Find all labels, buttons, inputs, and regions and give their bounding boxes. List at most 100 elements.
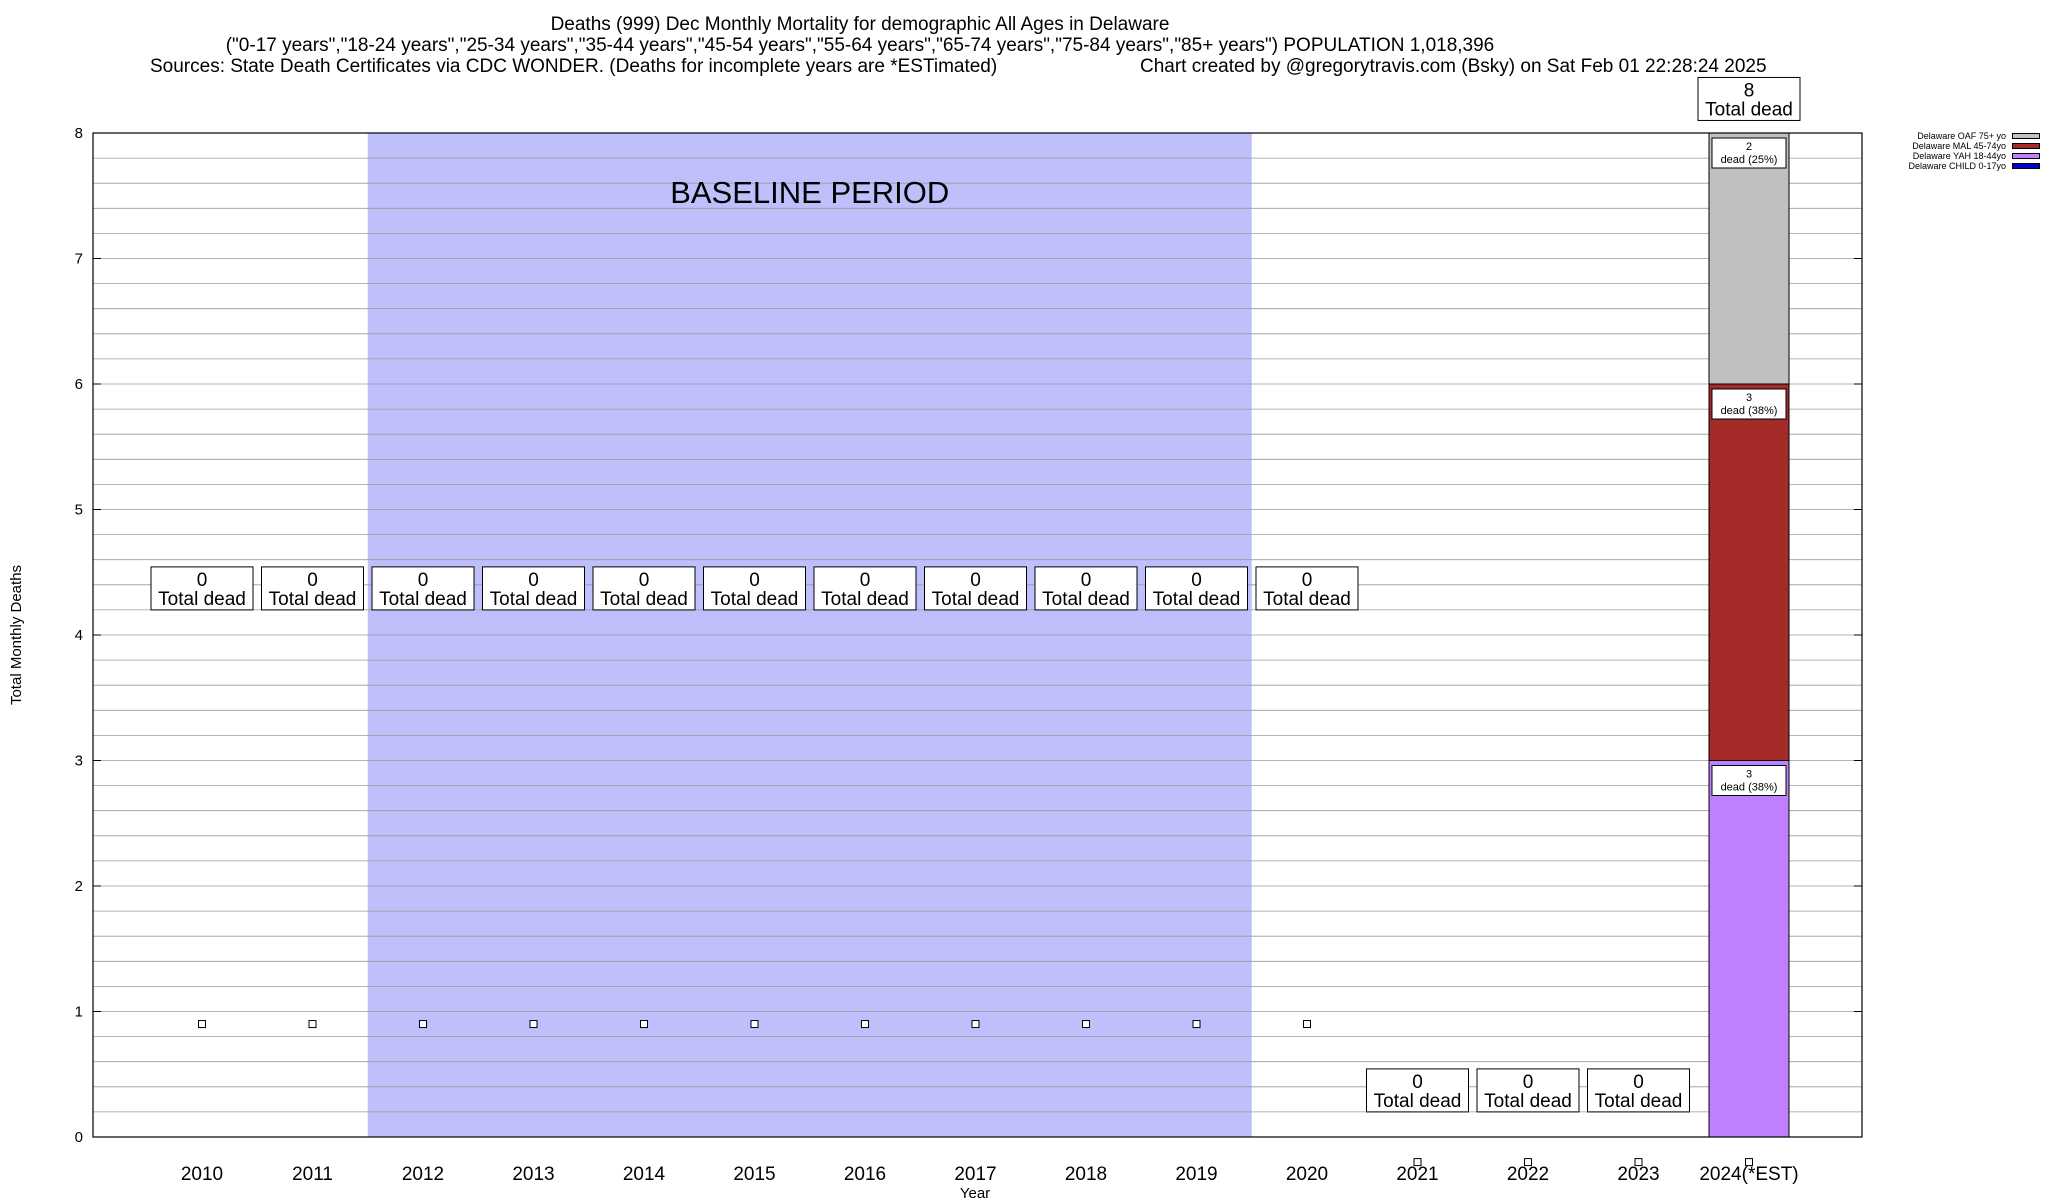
- total-label-count: 0: [639, 570, 650, 591]
- x-tick-label: 2016: [844, 1164, 886, 1185]
- legend-item-child: Delaware CHILD 0-17yo: [1880, 161, 2040, 171]
- segment-label-box: [1711, 765, 1787, 796]
- legend-swatch: [2012, 143, 2040, 149]
- y-tick-label: 7: [75, 251, 83, 268]
- segment-label-text: dead (25%): [1721, 154, 1778, 166]
- x-tick-label: 2022: [1507, 1164, 1549, 1185]
- y-tick-label: 0: [75, 1129, 83, 1146]
- total-label-text: Total dead: [1042, 589, 1130, 610]
- total-label-text: Total dead: [269, 589, 357, 610]
- total-label-box: [813, 566, 917, 611]
- x-tick-label: 2018: [1065, 1164, 1107, 1185]
- x-tick-label: 2010: [181, 1164, 223, 1185]
- data-marker: [198, 1020, 206, 1029]
- total-label-count: 0: [1302, 570, 1313, 591]
- total-label-text: Total dead: [1153, 589, 1241, 610]
- y-tick-label: 4: [75, 627, 83, 644]
- total-label-text: Total dead: [600, 589, 688, 610]
- bar-segment: [1708, 383, 1790, 761]
- total-label-text: Total dead: [490, 589, 578, 610]
- legend-label: Delaware OAF 75+ yo: [1917, 131, 2006, 141]
- data-marker: [529, 1020, 538, 1029]
- segment-label-count: 3: [1746, 769, 1752, 781]
- total-label-text: Total dead: [1705, 99, 1793, 120]
- legend-item-yah: Delaware YAH 18-44yo: [1880, 151, 2040, 161]
- total-label-box: [150, 566, 254, 611]
- total-label-count: 0: [1191, 570, 1202, 591]
- data-marker: [1524, 1158, 1532, 1167]
- total-label-text: Total dead: [158, 589, 246, 610]
- total-label-text: Total dead: [379, 589, 467, 610]
- total-label-text: Total dead: [1263, 589, 1351, 610]
- chart-title: Deaths (999) Dec Monthly Mortality for d…: [550, 14, 1170, 35]
- total-label-box: [592, 566, 696, 611]
- x-tick-label: 2024(*EST): [1699, 1164, 1798, 1185]
- y-axis-title: Total Monthly Deaths: [8, 565, 25, 705]
- total-label-count: 0: [1523, 1072, 1534, 1093]
- total-label-text: Total dead: [1484, 1091, 1572, 1112]
- total-label-box: [1587, 1068, 1690, 1113]
- total-label-box: [261, 566, 364, 611]
- baseline-period-label: BASELINE PERIOD: [670, 175, 949, 210]
- total-label-box: [1145, 566, 1248, 611]
- legend-label: Delaware CHILD 0-17yo: [1908, 161, 2006, 171]
- x-axis-title: Year: [960, 1185, 990, 1200]
- x-tick-label: 2023: [1617, 1164, 1659, 1185]
- total-label-count: 8: [1744, 80, 1755, 101]
- total-label-text: Total dead: [932, 589, 1020, 610]
- total-label-box: [1476, 1068, 1580, 1113]
- data-marker: [1303, 1020, 1311, 1029]
- x-tick-label: 2017: [954, 1164, 996, 1185]
- total-label-count: 0: [970, 570, 981, 591]
- x-tick-label: 2014: [623, 1164, 666, 1185]
- total-label-text: Total dead: [1595, 1091, 1683, 1112]
- data-marker: [861, 1020, 869, 1029]
- data-marker: [308, 1020, 317, 1029]
- total-label-count: 0: [860, 570, 871, 591]
- legend-item-oaf: Delaware OAF 75+ yo: [1880, 131, 2040, 141]
- total-label-text: Total dead: [711, 589, 799, 610]
- total-label-box: [1255, 566, 1359, 611]
- data-marker: [1192, 1020, 1201, 1029]
- total-label-box: [1034, 566, 1138, 611]
- x-tick-label: 2019: [1175, 1164, 1217, 1185]
- total-label-count: 0: [749, 570, 760, 591]
- chart-credit-note: Chart created by @gregorytravis.com (Bsk…: [1140, 56, 1767, 77]
- segment-label-text: dead (38%): [1721, 782, 1778, 794]
- legend-item-mal: Delaware MAL 45-74yo: [1880, 141, 2040, 151]
- data-marker: [419, 1020, 427, 1029]
- total-label-count: 0: [307, 570, 318, 591]
- data-marker: [1745, 1158, 1753, 1167]
- chart-subtitle-age-groups: ("0-17 years","18-24 years","25-34 years…: [225, 35, 1495, 56]
- segment-label-box: [1711, 388, 1787, 420]
- chart-sources-note: Sources: State Death Certificates via CD…: [150, 56, 998, 77]
- total-label-count: 0: [528, 570, 539, 591]
- x-tick-label: 2011: [292, 1164, 333, 1185]
- x-tick-label: 2012: [402, 1164, 444, 1185]
- total-label-box: [924, 566, 1027, 611]
- data-marker: [1413, 1158, 1422, 1167]
- y-tick-label: 8: [75, 125, 83, 142]
- x-tick-label: 2021: [1396, 1164, 1438, 1185]
- legend-swatch: [2012, 133, 2040, 139]
- legend-label: Delaware YAH 18-44yo: [1912, 151, 2006, 161]
- data-marker: [1634, 1158, 1643, 1167]
- total-label-count: 0: [1081, 570, 1092, 591]
- segment-label-count: 3: [1746, 392, 1752, 404]
- segment-label-count: 2: [1746, 141, 1752, 153]
- legend-label: Delaware MAL 45-74yo: [1912, 141, 2006, 151]
- y-tick-label: 2: [75, 878, 83, 895]
- total-label-box: [371, 566, 475, 611]
- data-marker: [640, 1020, 648, 1029]
- data-marker: [750, 1020, 759, 1029]
- legend-swatch: [2012, 153, 2040, 159]
- chart-legend: Delaware OAF 75+ yo Delaware MAL 45-74yo…: [1880, 131, 2040, 171]
- data-marker: [971, 1020, 980, 1029]
- y-tick-label: 3: [75, 753, 83, 770]
- bar-segment: [1708, 760, 1790, 1138]
- y-tick-label: 6: [75, 376, 83, 393]
- total-label-count: 0: [197, 570, 208, 591]
- total-label-count: 0: [418, 570, 429, 591]
- segment-label-text: dead (38%): [1721, 405, 1778, 417]
